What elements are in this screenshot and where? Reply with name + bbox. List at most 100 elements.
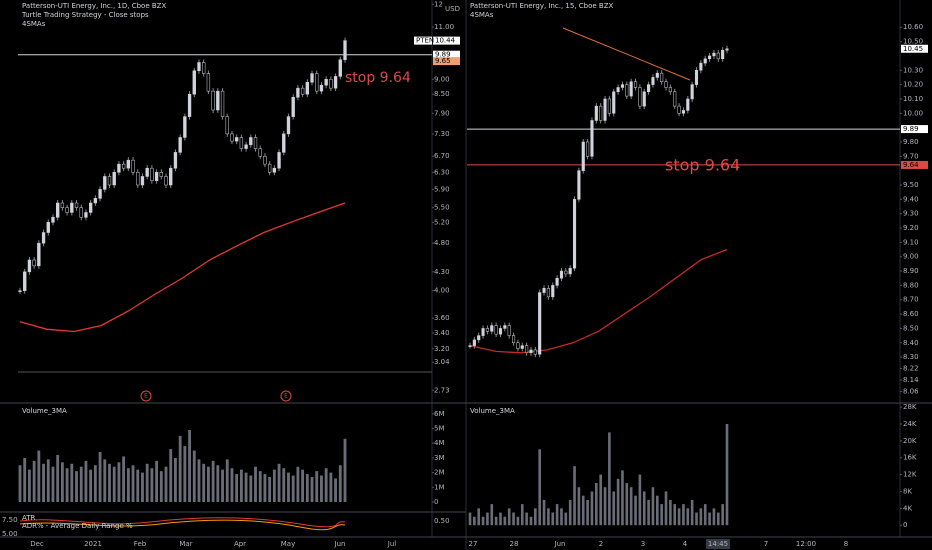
volume-bar — [155, 460, 159, 503]
volume-bar — [277, 463, 281, 503]
time-label: 2 — [599, 540, 603, 548]
volume-bar — [507, 508, 511, 526]
volume-bar — [296, 466, 300, 503]
volume-bar — [721, 504, 724, 526]
candle — [150, 167, 154, 181]
volume-bar — [51, 466, 55, 503]
sma-line — [469, 248, 728, 354]
time-label: 3 — [641, 540, 645, 548]
time-label: May — [281, 540, 295, 548]
candle — [51, 217, 55, 223]
volume-bar — [603, 487, 607, 526]
volume-bar — [188, 429, 191, 503]
price-tag — [901, 44, 928, 53]
candle — [620, 84, 625, 88]
candle — [18, 290, 22, 292]
candle — [107, 176, 112, 186]
candle — [673, 91, 677, 107]
candle — [503, 325, 507, 329]
price-tag — [901, 160, 928, 169]
volume-bar — [542, 499, 546, 526]
volume-bar — [93, 465, 97, 503]
volume-bar — [98, 452, 102, 503]
volume-tick-label: 16K — [903, 454, 917, 462]
y-tick-label: 8.60 — [903, 310, 919, 318]
candle — [305, 81, 309, 95]
volume-bar — [70, 463, 74, 503]
candle — [192, 70, 196, 95]
candle — [472, 339, 476, 346]
volume-bar — [84, 460, 88, 503]
candle — [551, 285, 555, 298]
volume-bar — [141, 472, 144, 503]
volume-bar — [599, 474, 602, 526]
chart-header: Patterson-UTI Energy, Inc., 15, Cboe BZX — [470, 2, 614, 10]
candle — [300, 87, 305, 95]
volume-bar — [249, 475, 253, 503]
candle — [315, 73, 319, 92]
candle — [559, 270, 564, 279]
volume-bar — [254, 466, 257, 503]
candle — [538, 292, 542, 355]
candle — [699, 62, 703, 71]
candle — [343, 40, 347, 61]
volume-bar — [56, 454, 60, 503]
candle — [41, 232, 46, 244]
candle — [677, 105, 681, 114]
volume-bar — [686, 508, 690, 526]
candle — [230, 133, 234, 142]
candle — [267, 163, 272, 173]
time-label: 14:45 — [708, 540, 728, 548]
volume-bar — [525, 512, 528, 526]
volume-bar — [629, 487, 633, 526]
volume-bar — [664, 491, 668, 526]
volume-bar — [564, 512, 568, 526]
volume-bar — [725, 423, 729, 526]
candle — [253, 137, 258, 149]
candle — [319, 84, 324, 92]
atr-side-label: 7.50 — [2, 516, 18, 524]
volume-tick-label: 2M — [434, 469, 445, 477]
candle — [310, 73, 314, 83]
candle — [239, 137, 244, 149]
y-tick-label: 8.90 — [903, 267, 919, 275]
candle — [60, 202, 65, 208]
volume-bar — [703, 504, 707, 526]
y-tick-label: 12 — [434, 0, 443, 8]
y-tick-label: 10.30 — [903, 66, 923, 74]
trend-line — [562, 27, 691, 81]
y-tick-label: 5.50 — [434, 204, 450, 212]
candle — [651, 77, 655, 85]
candle — [681, 110, 685, 114]
time-label: Jul — [387, 540, 397, 548]
volume-bar — [503, 516, 507, 526]
time-label: Jun — [334, 540, 346, 548]
volume-bar — [192, 450, 196, 503]
atr-title: ADR% - Average Daily Range % — [22, 522, 133, 530]
y-tick-label: 8.14 — [903, 376, 919, 384]
candle — [145, 167, 149, 177]
candle — [690, 84, 694, 100]
volume-bar — [673, 504, 677, 526]
candle — [23, 271, 27, 291]
volume-bar — [103, 459, 107, 503]
volume-tick-label: 28K — [903, 403, 917, 411]
candle — [37, 242, 41, 267]
y-tick-label: 10.00 — [903, 109, 923, 117]
candle — [225, 116, 229, 135]
volume-bar — [174, 457, 177, 503]
volume-tick-label: 20K — [903, 437, 917, 445]
atr-line — [19, 517, 346, 528]
candle — [183, 116, 187, 138]
candle — [594, 105, 598, 121]
volume-bar — [334, 478, 337, 503]
y-tick-label: 4.80 — [434, 239, 450, 247]
chart-header: Patterson-UTI Energy, Inc., 1D, Cboe BZX — [22, 2, 166, 10]
candle — [477, 335, 481, 341]
price-tag — [901, 125, 928, 134]
volume-bar — [239, 469, 243, 503]
y-tick-label: 6.30 — [434, 168, 450, 176]
candle — [494, 325, 498, 335]
volume-tick-label: 6M — [434, 410, 445, 418]
candle — [568, 267, 572, 275]
